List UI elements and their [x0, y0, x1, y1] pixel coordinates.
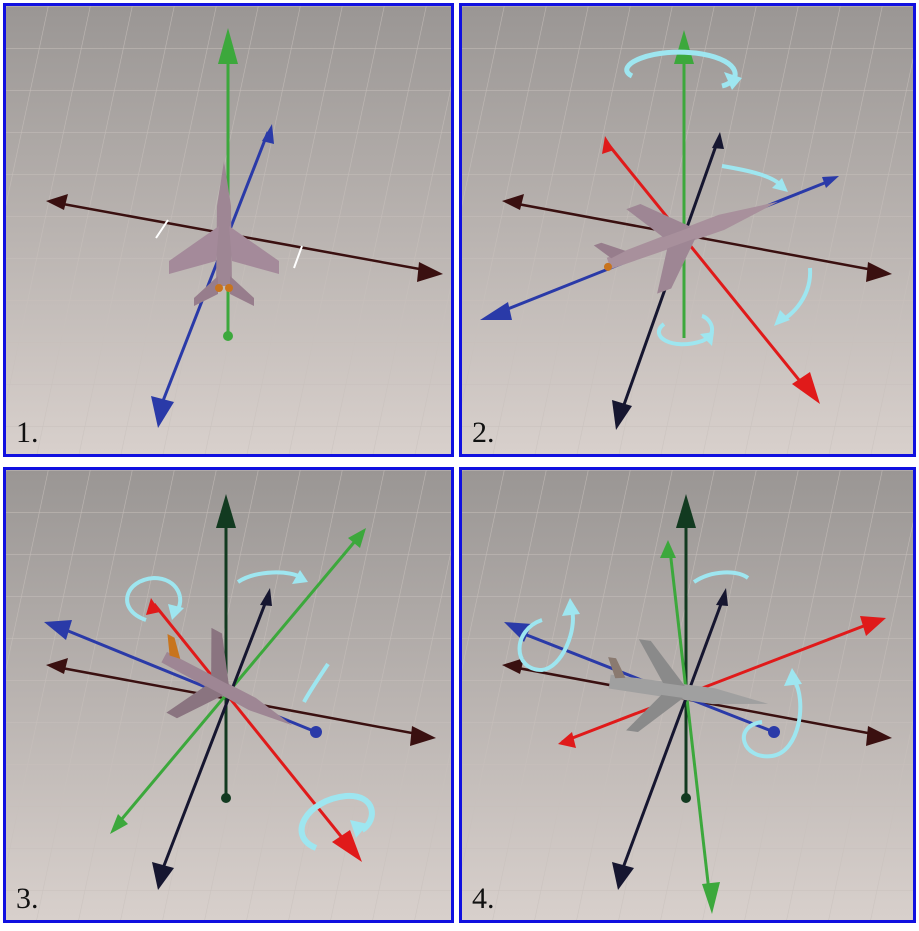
navy-axis-arrowhead [152, 862, 174, 890]
rotation-arrow [298, 792, 375, 851]
panel-label: 2. [472, 416, 495, 449]
z-axis-arrowhead [151, 396, 174, 428]
x-axis-arrowhead [46, 194, 68, 210]
panel-3-scene [6, 470, 451, 920]
red-axis-line [606, 143, 814, 397]
y-axis-end [223, 331, 233, 341]
x-axis-arrowhead [866, 262, 892, 282]
rotation-arrowhead [700, 332, 714, 346]
blue-axis-end [768, 726, 780, 738]
dark-green-axis-arrowhead [216, 494, 236, 528]
rotation-arrowhead [772, 178, 788, 192]
blue-axis-arrowhead [822, 176, 839, 188]
marker [155, 219, 169, 239]
panel-label: 4. [472, 882, 495, 915]
green-axis-line [668, 549, 712, 901]
red-axis-line [152, 603, 354, 851]
blue-axis-arrowhead [504, 622, 532, 642]
red-axis-arrowhead [558, 732, 576, 748]
jet-model [169, 161, 279, 306]
rotation-arrow [692, 570, 750, 584]
rotation-arrow [125, 575, 183, 622]
red-axis-arrowhead [146, 598, 160, 615]
jet-model [161, 627, 293, 726]
green-axis-arrowhead [660, 540, 676, 558]
panel-4-scene [462, 470, 913, 920]
panel-1-scene [6, 6, 451, 454]
panel-1: 1. [3, 3, 454, 457]
y-axis-arrowhead [674, 30, 694, 64]
rotation-arrowhead [562, 598, 580, 616]
navy-axis-arrowhead [712, 132, 724, 149]
panel-4: 4. [459, 467, 916, 923]
z-axis-line [159, 131, 270, 407]
x-axis-arrowhead [866, 726, 892, 746]
dark-green-axis-end [681, 793, 691, 803]
navy-axis-line [158, 595, 270, 877]
rotation-arrowhead [292, 570, 308, 584]
blue-axis-arrowhead [480, 302, 512, 320]
red-axis-arrowhead [792, 372, 820, 404]
rotation-arrowhead [168, 604, 184, 620]
x-axis-arrowhead [502, 658, 524, 674]
x-axis-arrowhead [502, 194, 524, 210]
marker [293, 245, 303, 269]
rotation-arrowhead [784, 668, 802, 686]
panel-label: 1. [16, 416, 39, 449]
rotation-arrowhead [774, 310, 790, 326]
panel-label: 3. [16, 882, 39, 915]
x-axis-arrowhead [417, 262, 443, 282]
rotation-arrow [741, 678, 803, 759]
rotation-arrow [302, 662, 330, 703]
y-axis-arrowhead [218, 28, 238, 64]
dark-green-axis-end [221, 793, 231, 803]
panel-3: 3. [3, 467, 454, 923]
dark-green-axis-arrowhead [676, 494, 696, 528]
red-axis-arrowhead [602, 136, 614, 154]
jet-model [608, 639, 769, 732]
panel-2-scene [462, 6, 913, 454]
x-axis-arrowhead [410, 726, 436, 746]
blue-axis-end [310, 726, 322, 738]
navy-axis-arrowhead [716, 588, 728, 606]
green-axis-arrowhead [702, 882, 720, 914]
rotation-arrowhead [350, 820, 368, 838]
green-axis-arrowhead [110, 814, 128, 834]
jet-model [593, 201, 778, 294]
panel-2: 2. [459, 3, 916, 457]
navy-axis-arrowhead [612, 862, 634, 890]
red-axis-line [561, 620, 875, 744]
green-axis-arrowhead [348, 528, 366, 548]
navy-axis-line [618, 595, 726, 877]
z-axis-arrowhead [262, 124, 274, 144]
navy-axis-arrowhead [612, 400, 632, 430]
x-axis-arrowhead [46, 658, 68, 674]
rotation-arrow [517, 609, 575, 673]
rotation-arrowhead [724, 72, 742, 90]
red-axis-arrowhead [860, 616, 886, 636]
blue-axis-arrowhead [44, 620, 72, 640]
rotation-arrow [656, 314, 715, 347]
navy-axis-arrowhead [260, 588, 272, 606]
red-axis-arrowhead [332, 830, 362, 862]
